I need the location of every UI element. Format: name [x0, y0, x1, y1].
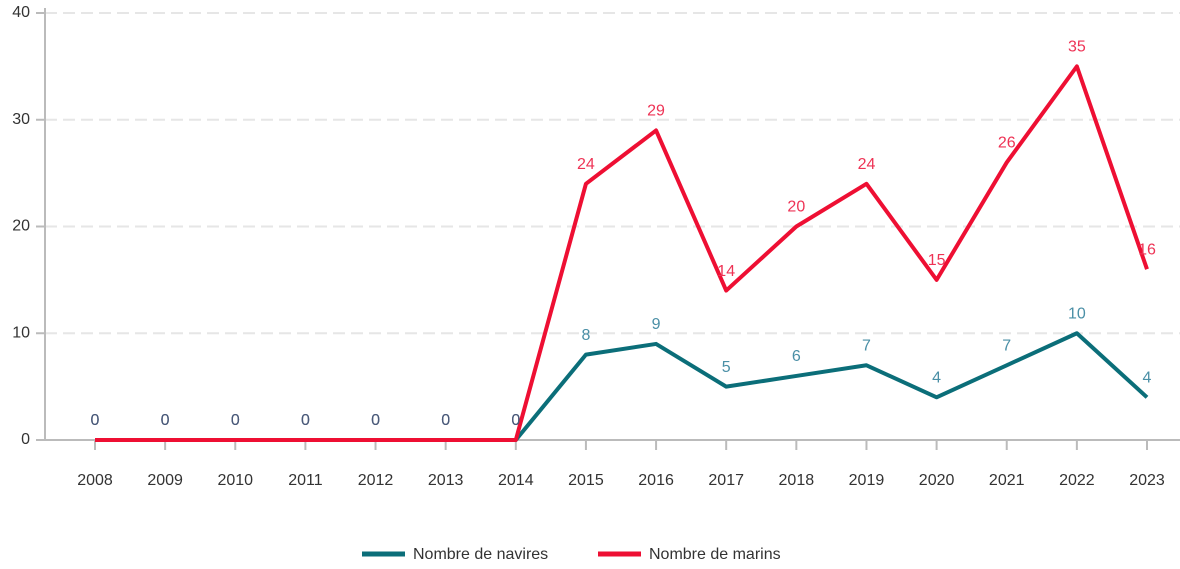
data-label: 0 [91, 412, 100, 429]
x-tick-label: 2023 [1129, 472, 1165, 489]
legend-label: Nombre de marins [649, 546, 781, 563]
data-label: 24 [858, 156, 876, 173]
x-tick-label: 2019 [849, 472, 885, 489]
legend-label: Nombre de navires [413, 546, 548, 563]
data-label: 0 [91, 412, 100, 429]
y-tick-label: 0 [21, 431, 30, 448]
x-tick-label: 2020 [919, 472, 955, 489]
x-tick-label: 2011 [288, 472, 323, 489]
data-label: 0 [301, 412, 310, 429]
data-label: 0 [301, 412, 310, 429]
x-tick-label: 2015 [568, 472, 604, 489]
data-label: 24 [577, 156, 595, 173]
y-tick-label: 10 [12, 324, 30, 341]
data-label: 16 [1138, 241, 1156, 258]
x-tick-label: 2016 [638, 472, 674, 489]
series-line [95, 331, 1149, 442]
data-label: 0 [161, 412, 170, 429]
x-tick-label: 2022 [1059, 472, 1095, 489]
x-tick-label: 2017 [708, 472, 744, 489]
data-label: 0 [161, 412, 170, 429]
data-label: 0 [371, 412, 380, 429]
data-label: 7 [862, 337, 871, 354]
x-tick-label: 2018 [779, 472, 815, 489]
data-label: 14 [717, 263, 735, 280]
data-label: 20 [787, 199, 805, 216]
x-tick-label: 2009 [147, 472, 183, 489]
data-label: 5 [722, 359, 731, 376]
x-tick-label: 2021 [989, 472, 1025, 489]
data-label: 15 [928, 252, 946, 269]
data-label: 35 [1068, 39, 1086, 56]
x-tick-label: 2014 [498, 472, 534, 489]
data-label: 4 [932, 370, 941, 387]
data-label: 0 [371, 412, 380, 429]
data-label: 4 [1143, 370, 1152, 387]
series-line [95, 64, 1149, 442]
y-tick-label: 40 [12, 4, 30, 21]
x-tick-label: 2012 [358, 472, 394, 489]
x-tick-label: 2008 [77, 472, 113, 489]
x-tick-label: 2010 [217, 472, 253, 489]
data-label: 0 [231, 412, 240, 429]
data-label: 10 [1068, 305, 1086, 322]
data-label: 26 [998, 135, 1016, 152]
data-label: 0 [441, 412, 450, 429]
data-label: 29 [647, 103, 665, 120]
data-label: 6 [792, 348, 801, 365]
y-tick-label: 20 [12, 218, 30, 235]
data-label: 0 [511, 412, 520, 429]
y-tick-label: 30 [12, 111, 30, 128]
x-tick-label: 2013 [428, 472, 464, 489]
data-label: 7 [1002, 337, 1011, 354]
data-label: 9 [652, 316, 661, 333]
data-label: 0 [231, 412, 240, 429]
data-label: 0 [441, 412, 450, 429]
data-label: 0 [511, 412, 520, 429]
data-label: 8 [581, 327, 590, 344]
